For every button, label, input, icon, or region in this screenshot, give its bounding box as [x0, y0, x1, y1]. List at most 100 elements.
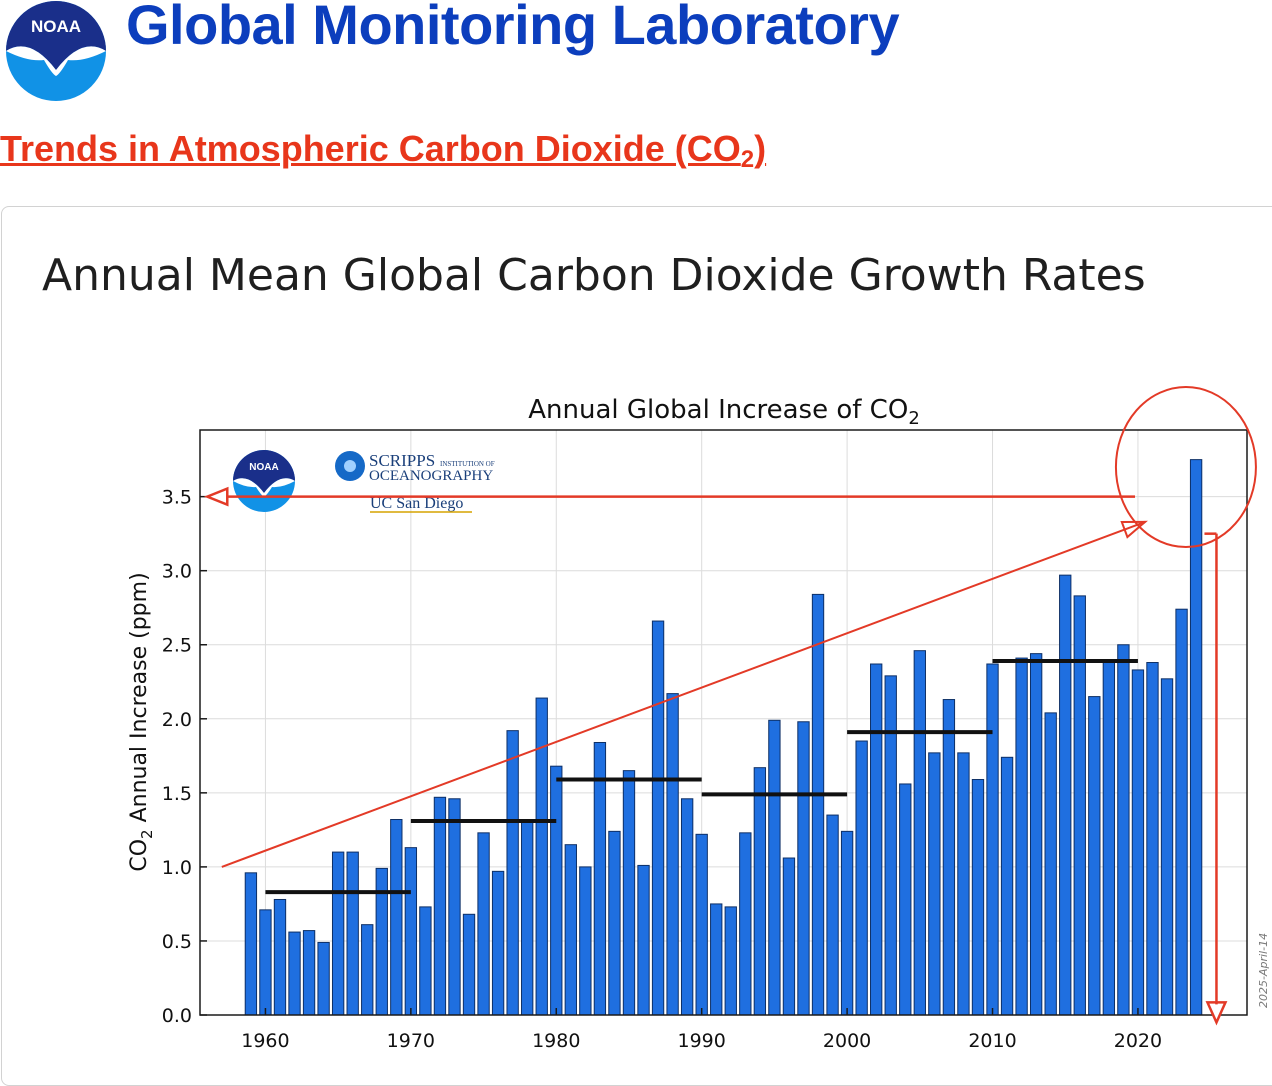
bar-1966 — [346, 851, 359, 1016]
bar-2019 — [1117, 644, 1130, 1016]
y-tick-label-3.5: 3.5 — [162, 487, 192, 509]
y-axis-label: CO2 Annual Increase (ppm) — [127, 572, 156, 871]
bar-1970 — [404, 847, 418, 1016]
scripps-emblem-center — [344, 460, 356, 472]
inset-noaa-bird — [233, 478, 295, 497]
bar-1992 — [724, 906, 737, 1016]
trends-co2-link-text: Trends in Atmospheric Carbon Dioxide (CO — [0, 128, 741, 169]
bar-1961 — [273, 898, 287, 1016]
bar-2006 — [928, 752, 941, 1016]
inset-noaa-text: NOAA — [249, 462, 278, 473]
co2-growth-chart: NOAA SCRIPPS INSTITUTION OF OCEANOGRAPHY… — [127, 386, 1270, 1052]
bar-2021 — [1146, 662, 1159, 1016]
y-tick-label-0.5: 0.5 — [162, 931, 192, 953]
chart-card-title: Annual Mean Global Carbon Dioxide Growth… — [42, 250, 1146, 301]
bar-1974 — [462, 913, 476, 1016]
bar-2017 — [1088, 696, 1101, 1016]
bar-1998 — [811, 593, 825, 1016]
noaa-logo-dark-top — [6, 1, 106, 70]
noaa-logo[interactable]: NOAA — [4, 0, 108, 102]
x-tick-label-1980: 1980 — [532, 1030, 580, 1052]
horizontal-arrow-head — [203, 486, 229, 507]
bar-2001 — [855, 740, 868, 1016]
bar-2011 — [1000, 756, 1014, 1016]
scripps-line1: SCRIPPS — [369, 451, 435, 470]
bar-2022 — [1160, 678, 1174, 1016]
trend-arrow-head — [1120, 520, 1148, 539]
bar-1991 — [710, 903, 723, 1016]
bar-2024 — [1189, 459, 1203, 1016]
scripps-small: INSTITUTION OF — [440, 460, 495, 468]
bar-2018 — [1102, 662, 1116, 1016]
inset-noaa-logo: NOAA — [233, 450, 295, 512]
date-stamp: 2025-April-14 — [1257, 933, 1270, 1008]
bar-2012 — [1015, 657, 1028, 1016]
decade-mean-lines — [265, 659, 1138, 895]
bar-1963 — [302, 930, 316, 1016]
bar-1971 — [419, 906, 432, 1016]
y-tick-label-1: 1.0 — [162, 857, 192, 879]
bar-2005 — [913, 650, 926, 1016]
ucsd-text: UC San Diego — [370, 495, 463, 512]
bar-2020 — [1131, 669, 1145, 1016]
inset-scripps-logo: SCRIPPS INSTITUTION OF OCEANOGRAPHY UC S… — [335, 451, 495, 513]
y-tick-label-2: 2.0 — [162, 709, 192, 731]
x-axis-ticks: 1960 1970 1980 1990 2000 2010 2020 — [241, 1008, 1162, 1052]
inset-noaa-dark-top — [233, 450, 295, 493]
y-tick-label-1.5: 1.5 — [162, 783, 192, 805]
bar-1986 — [637, 864, 650, 1016]
y-axis-label-text: CO — [127, 839, 152, 872]
bar-1960 — [259, 909, 272, 1016]
site-title[interactable]: Global Monitoring Laboratory — [126, 0, 900, 56]
bar-1997 — [797, 721, 810, 1016]
x-tick-label-1970: 1970 — [387, 1030, 435, 1052]
x-tick-label-2000: 2000 — [823, 1030, 871, 1052]
bar-2000 — [840, 830, 854, 1016]
bar-2013 — [1029, 653, 1043, 1016]
bar-2014 — [1044, 712, 1057, 1016]
y-tick-label-2.5: 2.5 — [162, 635, 192, 657]
bar-2003 — [884, 675, 897, 1016]
bar-2004 — [899, 783, 912, 1016]
bar-1989 — [680, 798, 694, 1016]
y-axis-label-subscript: 2 — [138, 829, 156, 839]
bar-1965 — [331, 851, 345, 1016]
bar-1993 — [739, 832, 752, 1016]
bar-1973 — [448, 798, 461, 1016]
bar-1975 — [477, 832, 490, 1016]
highlight-circle — [1114, 386, 1257, 549]
scripps-line2: OCEANOGRAPHY — [369, 468, 493, 484]
bar-2002 — [870, 663, 883, 1016]
bar-2010 — [986, 663, 999, 1016]
bar-1967 — [361, 924, 374, 1016]
bar-2009 — [971, 779, 985, 1016]
noaa-logo-bird — [6, 46, 106, 76]
bar-1978 — [521, 821, 534, 1016]
chart-title-text: Annual Global Increase of CO — [528, 395, 908, 425]
bar-1987 — [651, 620, 665, 1016]
bar-1990 — [695, 833, 708, 1016]
chart-bars — [244, 459, 1203, 1016]
y-tick-label-3: 3.0 — [162, 561, 192, 583]
bar-1977 — [506, 730, 519, 1016]
trend-arrow-line — [221, 520, 1146, 868]
x-tick-label-2010: 2010 — [968, 1030, 1016, 1052]
bar-2016 — [1073, 595, 1086, 1016]
bar-1972 — [433, 796, 447, 1016]
bar-1976 — [491, 870, 505, 1016]
x-tick-label-2020: 2020 — [1114, 1030, 1162, 1052]
bar-2008 — [957, 752, 970, 1016]
trends-co2-link[interactable]: Trends in Atmospheric Carbon Dioxide (CO… — [0, 128, 766, 174]
bar-1988 — [666, 693, 679, 1016]
y-axis-label-suffix: Annual Increase (ppm) — [127, 572, 152, 829]
bar-1969 — [390, 819, 403, 1016]
chart-title: Annual Global Increase of CO2 — [528, 395, 920, 429]
bar-1985 — [622, 770, 636, 1016]
bar-1962 — [288, 931, 301, 1016]
bar-1996 — [782, 857, 796, 1016]
bar-1983 — [593, 741, 607, 1016]
y-tick-label-0: 0.0 — [162, 1005, 192, 1027]
red-annotations — [203, 386, 1257, 1026]
bar-1999 — [826, 814, 839, 1016]
trends-co2-link-suffix: ) — [754, 128, 767, 169]
